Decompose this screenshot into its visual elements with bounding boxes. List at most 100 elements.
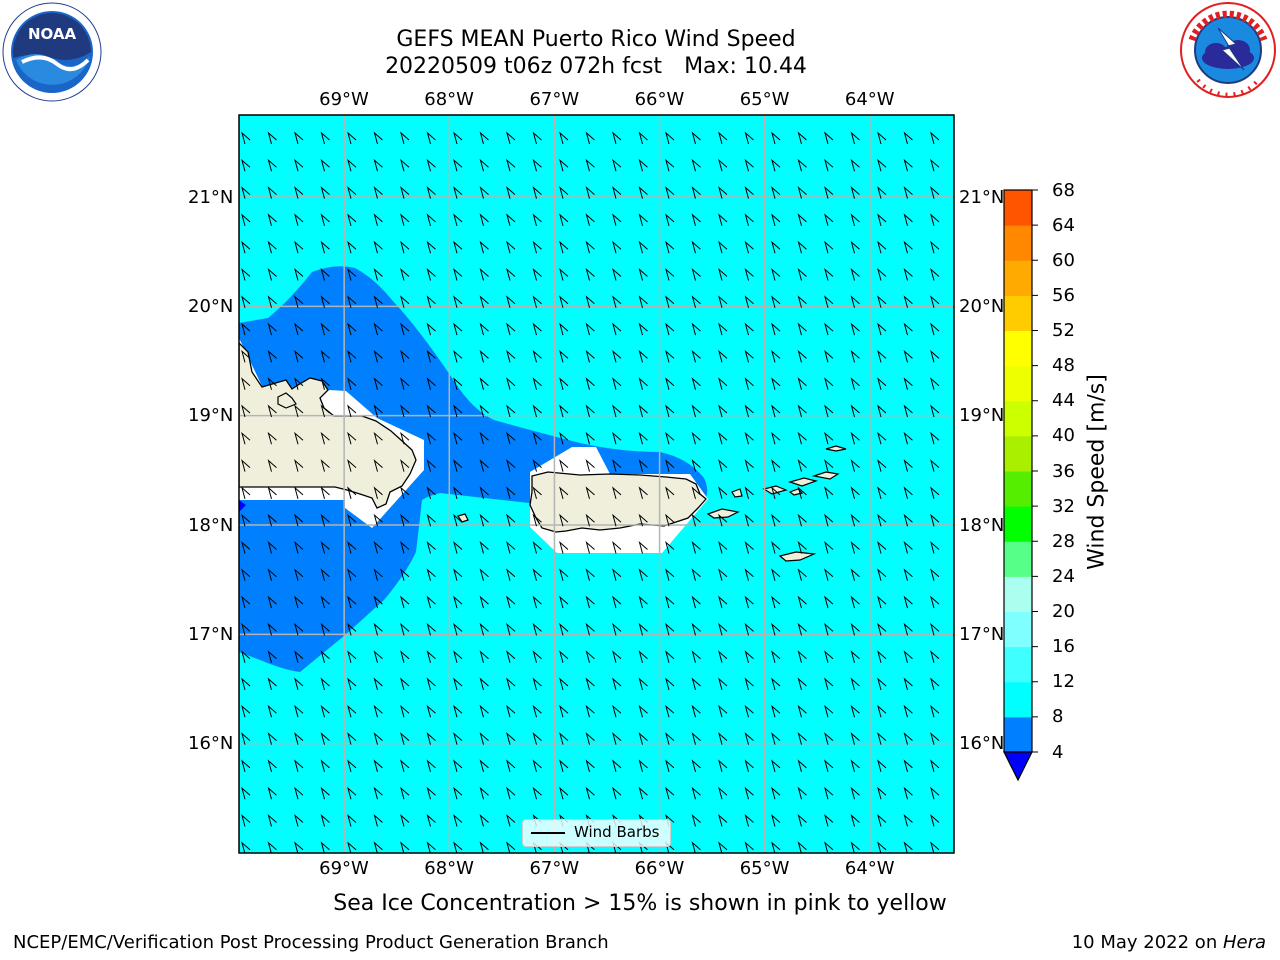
wind-barb-66 — [559, 186, 569, 199]
wind-barb-415 — [506, 541, 516, 554]
wind-barb-170 — [453, 295, 463, 308]
wind-barb-356 — [373, 486, 383, 500]
wind-barb-430 — [903, 541, 913, 554]
wind-barb-564 — [877, 677, 887, 691]
wind-barb-48 — [797, 158, 807, 172]
wind-barb-310 — [585, 431, 595, 445]
wind-barb-182 — [771, 295, 781, 308]
wind-barb-64 — [506, 186, 516, 199]
wind-barb-448 — [665, 568, 675, 581]
wind-barb-532 — [744, 650, 754, 663]
wind-barb-692 — [691, 814, 701, 827]
wind-barb-425 — [771, 541, 781, 554]
wind-barb-487 — [267, 622, 277, 636]
wind-barb-104 — [850, 213, 860, 227]
colorbar-tick-5: 24 — [1052, 565, 1075, 587]
wind-barb-85 — [347, 213, 357, 227]
wind-barb-201 — [559, 322, 569, 336]
island-virgin-gorda — [811, 471, 840, 480]
wind-barb-678 — [320, 814, 330, 827]
wind-barb-551 — [532, 677, 542, 691]
lat-tick-left-0: 21°N — [188, 186, 234, 208]
wind-barb-217 — [267, 349, 277, 363]
wind-barb-278 — [453, 404, 463, 418]
wind-barb-515 — [294, 650, 304, 663]
wind-barb-273 — [320, 404, 330, 418]
wind-barb-479 — [771, 595, 781, 609]
wind-barb-348 — [877, 459, 887, 472]
max-value-label: Max: 10.44 — [684, 54, 807, 79]
wind-barb-208 — [744, 322, 754, 336]
wind-barb-635 — [612, 759, 622, 773]
wind-barb-283 — [585, 404, 595, 418]
wind-barb-362 — [532, 486, 542, 500]
wind-barb-63 — [479, 186, 489, 199]
wind-barb-703 — [267, 841, 277, 853]
wind-barb-295 — [903, 404, 913, 418]
wind-barb-317 — [771, 431, 781, 445]
wind-barb-248 — [373, 377, 383, 390]
lat-tick-left-5: 16°N — [188, 733, 234, 755]
wind-barb-651 — [320, 786, 330, 800]
wind-barb-134 — [930, 240, 940, 254]
wind-barb-711 — [479, 841, 489, 853]
wind-barb-315 — [718, 431, 728, 445]
wind-barb-399 — [797, 513, 807, 527]
wind-barb-234 — [718, 349, 728, 363]
wind-barb-107 — [930, 213, 940, 227]
wind-barb-477 — [718, 595, 728, 609]
wind-barb-533 — [771, 650, 781, 663]
wind-barb-527 — [612, 650, 622, 663]
wind-barb-211 — [824, 322, 834, 336]
wind-barb-656 — [453, 786, 463, 800]
wind-barb-365 — [612, 486, 622, 500]
wind-barb-554 — [612, 677, 622, 691]
wind-barb-709 — [426, 841, 436, 853]
wind-barb-379 — [267, 513, 277, 527]
wind-barb-660 — [559, 786, 569, 800]
wind-barb-559 — [744, 677, 754, 691]
wind-barb-255 — [559, 377, 569, 390]
lon-tick-top-5: 64°W — [844, 88, 895, 110]
wind-barb-39 — [559, 158, 569, 172]
wind-barb-522 — [479, 650, 489, 663]
wind-barb-377 — [930, 486, 940, 500]
wind-barb-137 — [294, 268, 304, 281]
wind-barb-103 — [824, 213, 834, 227]
wind-barb-62 — [453, 186, 463, 199]
wind-barb-163 — [267, 295, 277, 308]
wind-barb-335 — [532, 459, 542, 472]
wind-barb-118 — [506, 240, 516, 254]
wind-barb-549 — [479, 677, 489, 691]
wind-barb-74 — [771, 186, 781, 199]
wind-barb-588 — [797, 704, 807, 718]
wind-barb-168 — [400, 295, 410, 308]
wind-barb-595 — [267, 732, 277, 745]
wind-barb-482 — [850, 595, 860, 609]
wind-barb-473 — [612, 595, 622, 609]
wind-barb-364 — [585, 486, 595, 500]
wind-barb-186 — [877, 295, 887, 308]
wind-barb-102 — [797, 213, 807, 227]
wind-barb-680 — [373, 814, 383, 827]
wind-barb-723 — [797, 841, 807, 853]
wind-barb-288 — [718, 404, 728, 418]
issue-date-text: 10 May 2022 on — [1071, 932, 1223, 953]
wind-barb-618 — [877, 732, 887, 745]
wind-barb-563 — [850, 677, 860, 691]
wind-barb-119 — [532, 240, 542, 254]
wind-barb-594 — [241, 732, 251, 745]
wind-barb-483 — [877, 595, 887, 609]
lon-tick-top-1: 68°W — [424, 88, 474, 110]
colorbar-tick-12: 52 — [1052, 320, 1075, 341]
wind-barb-643 — [824, 759, 834, 773]
wind-barb-190 — [267, 322, 277, 336]
wind-barb-402 — [877, 513, 887, 527]
wind-barb-146 — [532, 268, 542, 281]
wind-barb-250 — [426, 377, 436, 390]
wind-barb-28 — [267, 158, 277, 172]
wind-barb-332 — [453, 459, 463, 472]
wind-barb-406 — [267, 541, 277, 554]
wind-barb-412 — [426, 541, 436, 554]
wind-barb-244 — [267, 377, 277, 390]
